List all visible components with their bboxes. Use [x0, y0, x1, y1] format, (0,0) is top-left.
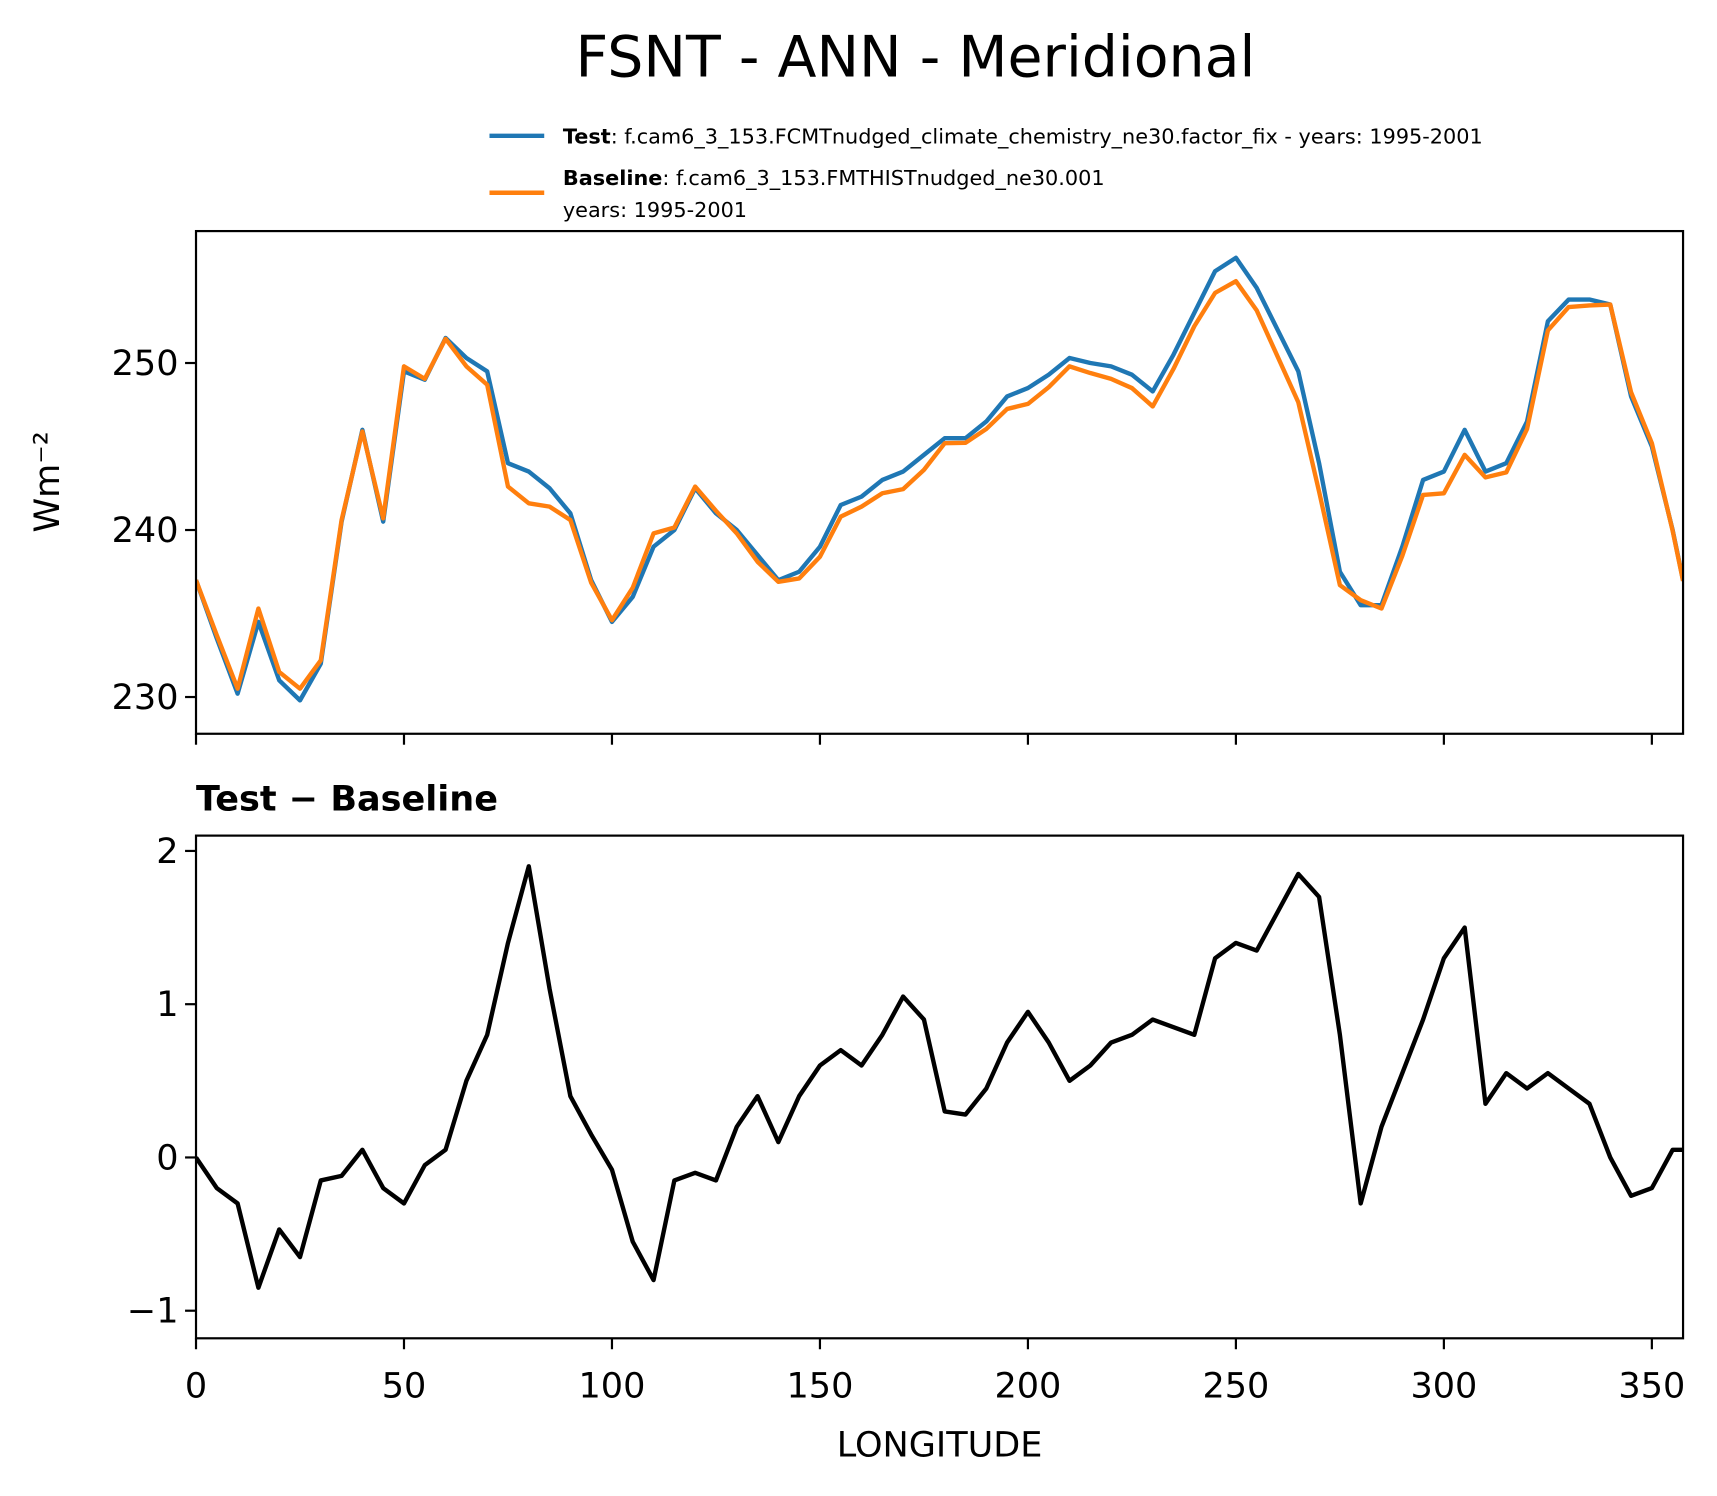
x-tick-label: 350 [1618, 1365, 1685, 1406]
y-tick-label: 2 [156, 831, 178, 872]
legend-name: Test [563, 124, 611, 148]
axes-frame [194, 229, 1685, 735]
data-line [196, 278, 1684, 691]
axes-frame [194, 834, 1685, 1340]
y-axis-label: Wm⁻² [27, 431, 68, 532]
y-tick-label: 1 [156, 984, 178, 1025]
data-line [196, 255, 1684, 703]
y-tick-label: 230 [112, 677, 179, 718]
legend-label: Baseline: f.cam6_3_153.FMTHISTnudged_ne3… [563, 166, 1105, 190]
legend-name: Baseline [563, 166, 663, 190]
panel-title: Test − Baseline [196, 778, 498, 819]
x-tick-label: 200 [994, 1365, 1061, 1406]
data-line [196, 864, 1684, 1290]
figure-title: FSNT - ANN - Meridional [576, 25, 1256, 91]
y-tick-label: −1 [127, 1291, 179, 1332]
x-tick-label: 0 [185, 1365, 207, 1406]
y-tick-label: 240 [112, 510, 179, 551]
y-tick-label: 0 [156, 1137, 178, 1178]
legend-label: Test: f.cam6_3_153.FCMTnudged_climate_ch… [563, 124, 1483, 148]
x-tick-label: 150 [787, 1365, 854, 1406]
legend-description: years: 1995-2001 [563, 198, 747, 222]
x-tick-label: 250 [1202, 1365, 1269, 1406]
x-tick-label: 50 [382, 1365, 427, 1406]
x-tick-label: 300 [1410, 1365, 1477, 1406]
legend-description: : f.cam6_3_153.FMTHISTnudged_ne30.001 [662, 166, 1104, 190]
x-axis-label: LONGITUDE [837, 1425, 1043, 1466]
x-tick-label: 100 [579, 1365, 646, 1406]
legend-description: : f.cam6_3_153.FCMTnudged_climate_chemis… [611, 124, 1483, 148]
y-tick-label: 250 [112, 343, 179, 384]
